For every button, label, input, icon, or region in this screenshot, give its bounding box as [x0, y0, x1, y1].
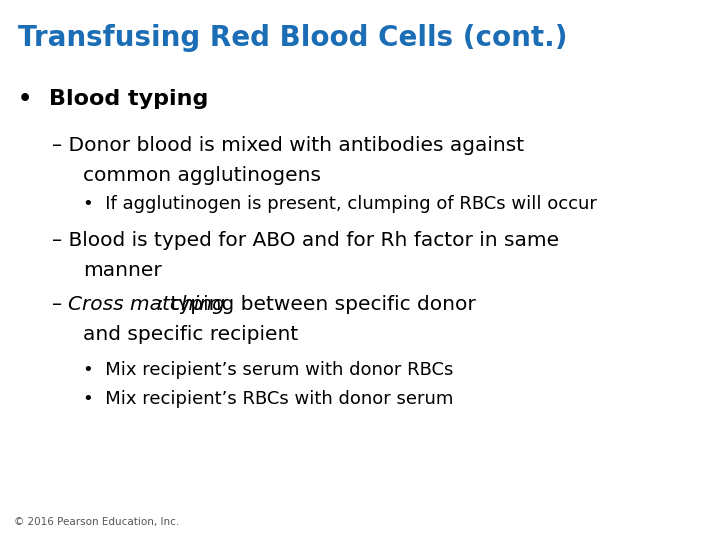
Text: •: •: [18, 89, 32, 109]
Text: Cross matching: Cross matching: [68, 295, 225, 314]
Text: © 2016 Pearson Education, Inc.: © 2016 Pearson Education, Inc.: [14, 516, 180, 526]
Text: •  If agglutinogen is present, clumping of RBCs will occur: • If agglutinogen is present, clumping o…: [83, 195, 597, 213]
Text: – Donor blood is mixed with antibodies against: – Donor blood is mixed with antibodies a…: [52, 136, 524, 155]
Text: •  Mix recipient’s RBCs with donor serum: • Mix recipient’s RBCs with donor serum: [83, 390, 453, 408]
Text: and specific recipient: and specific recipient: [83, 325, 298, 344]
Text: Transfusing Red Blood Cells (cont.): Transfusing Red Blood Cells (cont.): [18, 24, 567, 52]
Text: –: –: [52, 295, 68, 314]
Text: •  Mix recipient’s serum with donor RBCs: • Mix recipient’s serum with donor RBCs: [83, 361, 453, 379]
Text: Blood typing: Blood typing: [49, 89, 208, 109]
Text: common agglutinogens: common agglutinogens: [83, 166, 321, 185]
Text: : typing between specific donor: : typing between specific donor: [68, 295, 475, 314]
Text: manner: manner: [83, 261, 161, 280]
Text: – Blood is typed for ABO and for Rh factor in same: – Blood is typed for ABO and for Rh fact…: [52, 231, 559, 250]
